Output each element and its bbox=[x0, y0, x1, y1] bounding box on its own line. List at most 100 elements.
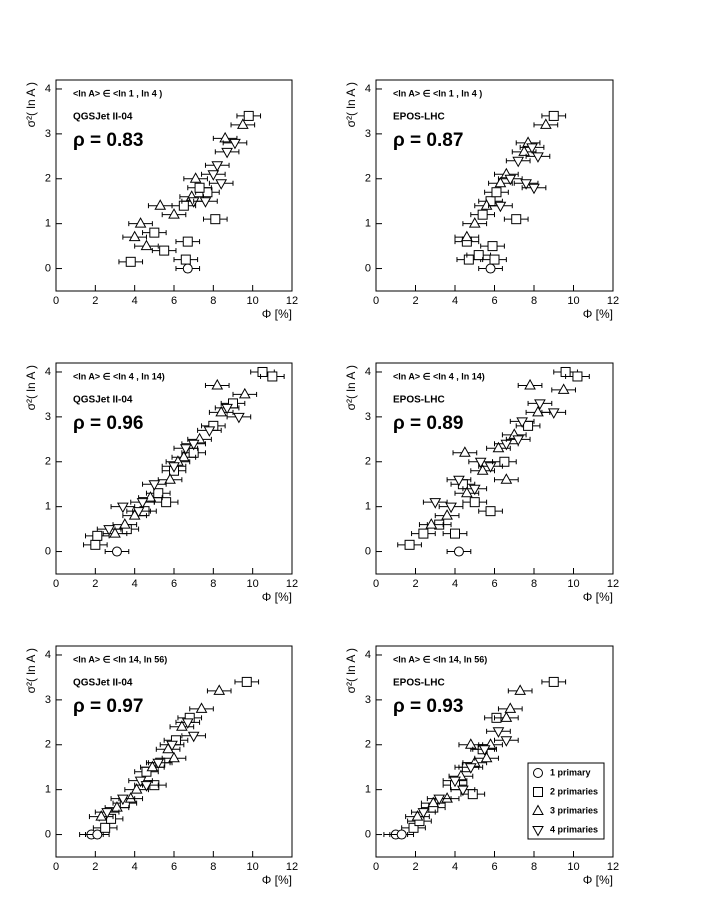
correlation-label: ρ = 0.93 bbox=[393, 696, 463, 717]
point bbox=[504, 174, 517, 186]
point bbox=[109, 527, 121, 538]
model-label: EPOS-LHC bbox=[393, 678, 445, 689]
y-axis-label: σ²( ln A ) bbox=[344, 82, 358, 127]
point bbox=[450, 528, 460, 539]
legend-marker bbox=[532, 826, 544, 837]
x-tick-label: 0 bbox=[373, 861, 379, 873]
x-tick-label: 6 bbox=[171, 861, 177, 873]
point bbox=[532, 405, 544, 417]
y-tick-label: 4 bbox=[45, 83, 51, 95]
point bbox=[125, 256, 136, 267]
y-tick-label: 3 bbox=[45, 411, 51, 423]
y-tick-label: 4 bbox=[365, 649, 371, 661]
point bbox=[469, 497, 480, 508]
y-tick-label: 1 bbox=[45, 784, 51, 796]
x-tick-label: 4 bbox=[452, 578, 458, 590]
point bbox=[168, 208, 180, 219]
point bbox=[449, 776, 461, 788]
correlation-label: ρ = 0.89 bbox=[393, 413, 463, 434]
point bbox=[468, 484, 481, 496]
point bbox=[95, 810, 108, 821]
y-tick-label: 4 bbox=[45, 649, 51, 661]
point bbox=[464, 763, 477, 774]
point bbox=[168, 462, 180, 473]
point bbox=[100, 822, 111, 833]
point bbox=[215, 179, 228, 190]
correlation-label: ρ = 0.87 bbox=[393, 130, 463, 151]
point bbox=[140, 239, 153, 251]
x-tick-label: 2 bbox=[92, 861, 98, 873]
point bbox=[199, 197, 212, 208]
y-tick-label: 1 bbox=[365, 218, 371, 230]
point bbox=[548, 110, 559, 121]
point bbox=[473, 250, 484, 261]
range-label: <ln A> ∈ <ln 4 , ln 14) bbox=[393, 371, 485, 381]
x-tick-label: 6 bbox=[171, 578, 177, 590]
x-tick-label: 0 bbox=[53, 578, 59, 590]
point bbox=[111, 546, 122, 557]
point bbox=[500, 473, 513, 484]
x-tick-label: 4 bbox=[132, 578, 138, 590]
x-tick-label: 10 bbox=[567, 295, 579, 307]
point bbox=[128, 230, 141, 242]
y-axis-label: σ²( ln A ) bbox=[24, 648, 38, 693]
point bbox=[182, 236, 193, 247]
point bbox=[474, 457, 487, 469]
point bbox=[478, 745, 491, 756]
point bbox=[207, 170, 220, 181]
x-tick-label: 12 bbox=[286, 861, 298, 873]
x-tick-label: 2 bbox=[92, 578, 98, 590]
point bbox=[418, 528, 429, 539]
point bbox=[124, 792, 137, 803]
y-tick-label: 4 bbox=[365, 366, 371, 378]
point bbox=[467, 789, 478, 800]
point bbox=[468, 217, 481, 228]
y-tick-label: 2 bbox=[365, 456, 371, 468]
x-tick-label: 0 bbox=[53, 295, 59, 307]
point bbox=[101, 808, 113, 819]
y-axis-label: σ²( ln A ) bbox=[344, 648, 358, 693]
x-tick-label: 12 bbox=[607, 861, 619, 873]
correlation-label: ρ = 0.96 bbox=[73, 413, 143, 434]
range-label: <ln A> ∈ <ln 4 , ln 14) bbox=[73, 371, 165, 381]
legend-label: 4 primaries bbox=[550, 824, 598, 834]
point bbox=[117, 502, 129, 514]
point bbox=[457, 785, 469, 797]
x-tick-label: 0 bbox=[53, 861, 59, 873]
point bbox=[480, 751, 493, 763]
point bbox=[459, 446, 471, 457]
point bbox=[429, 498, 442, 509]
point bbox=[500, 711, 513, 722]
x-tick-label: 2 bbox=[412, 295, 418, 307]
point bbox=[136, 498, 149, 509]
x-tick-label: 6 bbox=[491, 295, 497, 307]
point bbox=[484, 462, 497, 473]
point bbox=[211, 161, 224, 172]
x-tick-label: 8 bbox=[531, 295, 537, 307]
legend-marker bbox=[533, 787, 543, 797]
y-tick-label: 4 bbox=[45, 366, 51, 378]
point bbox=[166, 740, 178, 752]
point bbox=[476, 464, 489, 475]
point bbox=[90, 539, 101, 550]
point bbox=[500, 736, 513, 747]
point bbox=[210, 214, 221, 225]
point bbox=[526, 143, 538, 154]
point bbox=[233, 412, 245, 424]
y-axis-label: σ²( ln A ) bbox=[24, 365, 38, 410]
model-label: QGSJet II-04 bbox=[73, 112, 133, 123]
y-tick-label: 1 bbox=[45, 218, 51, 230]
x-tick-label: 10 bbox=[247, 861, 259, 873]
point bbox=[92, 530, 103, 541]
point bbox=[229, 138, 241, 150]
point bbox=[492, 727, 505, 738]
point bbox=[464, 738, 477, 749]
y-tick-label: 1 bbox=[365, 784, 371, 796]
point bbox=[445, 502, 457, 514]
point bbox=[425, 518, 438, 529]
legend: 1 primary 2 primaries 3 primaries 4 primari… bbox=[527, 762, 605, 840]
